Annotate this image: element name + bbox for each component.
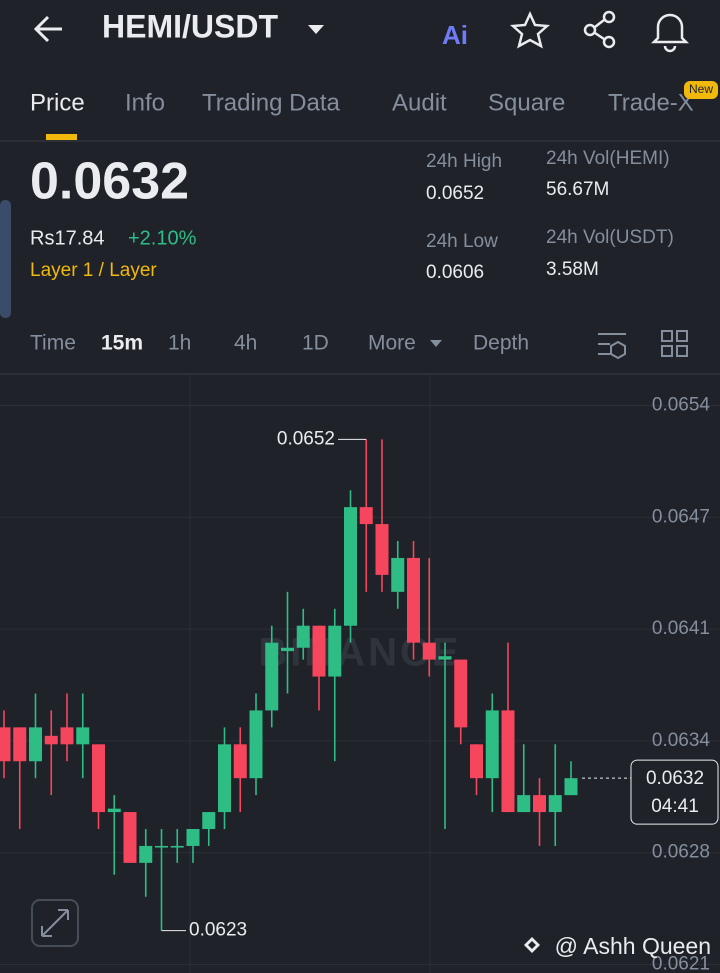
pair-title[interactable]: HEMI/USDT [102, 8, 278, 44]
tab-badge: New [689, 82, 713, 96]
candle-body [170, 845, 184, 848]
stat-value: 0.0606 [426, 262, 484, 283]
interval-option[interactable]: 4h [234, 332, 257, 355]
candle-body [296, 625, 310, 648]
tab[interactable]: Price [30, 89, 85, 116]
sector-tag[interactable]: Layer 1 / Layer [30, 260, 157, 281]
tab[interactable]: Info [125, 89, 165, 116]
interval-option[interactable]: 15m [101, 332, 143, 355]
candle-body [265, 642, 279, 711]
candle-body [454, 659, 468, 728]
candle-body [470, 744, 483, 779]
candle-body [123, 812, 137, 863]
candle-body [249, 710, 263, 779]
side-tab[interactable] [0, 200, 11, 318]
stat-value: 3.58M [546, 259, 599, 280]
fullscreen-icon[interactable] [41, 909, 69, 937]
candle-body [548, 795, 562, 813]
fiat-price: Rs17.84 [30, 227, 105, 249]
candle-body [76, 727, 90, 745]
candle-body [139, 845, 153, 863]
share-icon[interactable] [583, 10, 616, 49]
high-marker-label: 0.0652 [277, 428, 335, 449]
y-tick-label: 0.0647 [652, 506, 710, 527]
y-tick-label: 0.0641 [652, 618, 710, 639]
candle-body [92, 744, 105, 813]
back-icon[interactable] [33, 15, 62, 43]
stat-label: 24h Vol(USDT) [546, 227, 674, 248]
candle-body [218, 744, 231, 813]
candle-body [359, 507, 373, 525]
candle-body [422, 642, 436, 660]
layout-icon[interactable] [661, 330, 688, 357]
candle-body [328, 625, 342, 677]
candle-body [344, 507, 357, 626]
candle-body [155, 845, 168, 848]
interval-bar: Time 15m 1h 4h 1D More Depth [30, 332, 529, 355]
badge-bg [684, 81, 718, 99]
price-change: +2.10% [128, 227, 197, 249]
stat-label: 24h Low [426, 231, 498, 252]
candle-body [186, 829, 200, 846]
active-tab-indicator [46, 134, 77, 140]
y-tick-label: 0.0654 [652, 395, 711, 416]
tab[interactable]: Trading Data [202, 89, 341, 116]
fullscreen-button[interactable] [31, 899, 79, 947]
candle-body [60, 727, 74, 745]
last-price-label: 0.0632 [646, 768, 704, 789]
interval-option[interactable]: 1h [168, 332, 191, 355]
candle-body [391, 557, 405, 592]
interval-option[interactable]: 1D [302, 332, 329, 355]
favorite-icon[interactable] [509, 10, 551, 49]
interval-option[interactable]: Depth [473, 332, 529, 355]
tab[interactable]: Square [488, 89, 565, 116]
candle-body [517, 795, 531, 813]
indicator-icon[interactable] [598, 333, 626, 360]
candle-body [29, 727, 42, 762]
y-tick-label: 0.0621 [652, 954, 710, 973]
tab[interactable]: Audit [392, 89, 447, 116]
last-price-box [630, 759, 719, 825]
interval-option[interactable]: More [368, 332, 416, 355]
y-tick-label: 0.0634 [652, 730, 711, 751]
stat-value: 56.67M [546, 179, 609, 200]
ai-icon[interactable]: Ai [442, 20, 468, 50]
credit-logo [524, 937, 540, 953]
candle-body [375, 524, 389, 575]
candle-body [0, 727, 11, 762]
stat-value: 0.0652 [426, 183, 484, 204]
notification-icon[interactable] [650, 13, 690, 53]
interval-option: Time [30, 332, 76, 355]
pair-dropdown[interactable] [308, 25, 324, 34]
countdown: 04:41 [651, 796, 699, 817]
candle-body [233, 744, 247, 779]
candle-body [281, 647, 294, 652]
more-dropdown[interactable] [430, 340, 442, 347]
candle-body [312, 625, 326, 677]
candle-body [202, 812, 216, 830]
candle-body [533, 795, 546, 813]
candle-body [407, 557, 420, 643]
candle-body [564, 778, 578, 796]
last-price: 0.0632 [30, 153, 189, 211]
tab[interactable]: Trade-X [608, 89, 694, 116]
stat-label: 24h Vol(HEMI) [546, 148, 670, 169]
candle-body [13, 727, 27, 762]
candle-body [438, 656, 452, 660]
candlestick-chart: BINANCE0.06540.06470.06410.06340.06280.0… [0, 395, 720, 973]
candle-body [44, 735, 58, 745]
candle-body [107, 808, 121, 813]
candle-body [485, 710, 499, 779]
credit: @ Ashh Queen [555, 933, 711, 959]
low-marker-label: 0.0623 [189, 920, 247, 941]
stat-label: 24h High [426, 151, 502, 172]
candle-body [501, 710, 515, 813]
tab-bar: Price Info Trading Data Audit Square Trade-XN… [30, 81, 718, 116]
y-tick-label: 0.0628 [652, 842, 710, 863]
